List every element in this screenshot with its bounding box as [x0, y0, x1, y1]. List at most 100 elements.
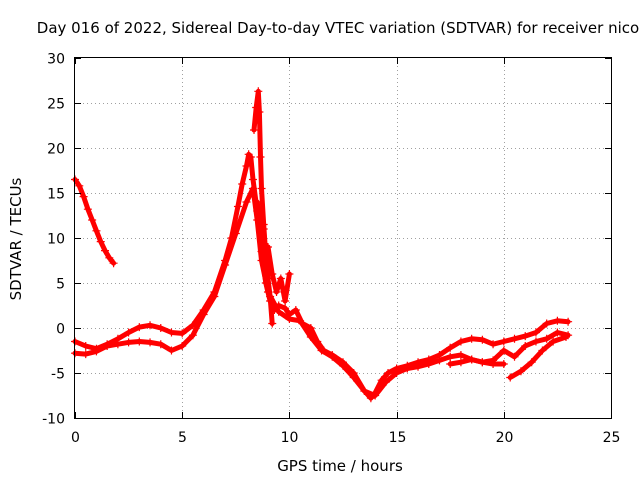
data-point: [456, 337, 465, 346]
data-point: [253, 198, 262, 206]
series-arc-early-decline: [71, 175, 118, 268]
data-point: [81, 350, 90, 359]
y-tick-label: 0: [56, 322, 65, 338]
data-point: [257, 234, 266, 242]
data-point: [256, 153, 265, 161]
data-point: [446, 343, 455, 352]
y-tick-label: -10: [42, 412, 65, 428]
x-tick-label: 20: [496, 430, 514, 446]
data-point: [268, 270, 277, 278]
data-point: [542, 319, 551, 328]
data-point: [156, 324, 165, 332]
data-point: [435, 356, 444, 365]
series-arc-late-short: [506, 333, 570, 382]
data-point: [167, 328, 176, 337]
data-point: [274, 307, 283, 316]
data-point: [542, 334, 551, 343]
data-point: [255, 108, 264, 116]
data-point: [381, 378, 390, 386]
data-point: [456, 358, 465, 367]
series-trace: [507, 334, 569, 380]
data-point: [549, 337, 558, 346]
data-point: [167, 346, 176, 355]
x-tick-label: 10: [281, 430, 299, 446]
data-point: [92, 347, 101, 356]
data-point: [446, 360, 455, 368]
data-point: [101, 246, 110, 255]
data-point: [231, 229, 240, 238]
data-point: [81, 342, 90, 350]
data-point: [221, 261, 230, 269]
data-point: [328, 352, 337, 361]
data-point: [124, 328, 133, 337]
data-point: [255, 211, 264, 220]
data-point: [210, 292, 219, 301]
x-tick-label: 15: [389, 430, 407, 446]
x-tick-label: 5: [178, 430, 187, 446]
data-point: [268, 319, 277, 328]
data-point: [266, 292, 275, 301]
data-point: [499, 360, 508, 368]
data-point: [248, 175, 257, 184]
data-point: [242, 198, 251, 206]
data-point: [246, 153, 255, 161]
data-point: [257, 184, 266, 193]
y-axis-label: SDTVAR / TECUs: [7, 177, 25, 300]
data-point: [261, 256, 270, 265]
data-point: [467, 334, 476, 343]
data-point: [384, 369, 393, 377]
data-point: [105, 253, 114, 262]
y-tick-label: 30: [47, 52, 65, 68]
data-point: [424, 360, 433, 368]
data-point: [188, 331, 197, 340]
data-point: [272, 288, 281, 296]
data-point: [281, 304, 290, 313]
data-point: [83, 205, 92, 214]
data-point: [79, 192, 88, 201]
y-tick-label: 10: [47, 232, 65, 248]
data-point: [489, 360, 498, 368]
data-point: [263, 243, 272, 251]
data-point: [516, 367, 525, 376]
data-point: [403, 364, 412, 373]
data-point: [499, 337, 508, 346]
data-point: [506, 373, 515, 382]
data-point: [103, 342, 112, 350]
data-point: [156, 340, 165, 349]
data-point: [521, 342, 530, 350]
data-point: [360, 387, 369, 395]
data-point: [146, 338, 155, 347]
data-point: [281, 297, 290, 305]
series-arc-spread-9h: [253, 198, 294, 305]
data-point: [531, 337, 540, 346]
data-point: [553, 316, 562, 325]
data-point: [538, 346, 547, 355]
y-tick-label: 25: [47, 97, 65, 113]
series-arc-late-mid: [446, 355, 508, 368]
data-point: [135, 337, 144, 346]
data-point: [285, 270, 294, 278]
data-point: [113, 340, 122, 349]
data-point: [109, 259, 118, 268]
data-point: [510, 352, 519, 361]
data-point: [199, 310, 208, 319]
y-tick-label: -5: [51, 367, 65, 383]
data-point: [446, 352, 455, 361]
data-point: [285, 315, 294, 323]
data-point: [238, 180, 247, 188]
data-point: [371, 391, 380, 400]
data-point: [296, 316, 305, 325]
x-tick-label: 0: [71, 430, 80, 446]
data-point: [252, 103, 261, 112]
series-arc-spike: [250, 87, 277, 328]
data-point: [510, 334, 519, 343]
data-point: [527, 358, 536, 367]
data-point: [478, 335, 487, 344]
series-trace: [72, 177, 117, 266]
data-point: [456, 351, 465, 359]
plot-frame: [74, 57, 612, 419]
data-point: [489, 340, 498, 349]
data-point: [250, 126, 259, 134]
data-point: [349, 373, 358, 382]
data-point: [178, 329, 187, 338]
